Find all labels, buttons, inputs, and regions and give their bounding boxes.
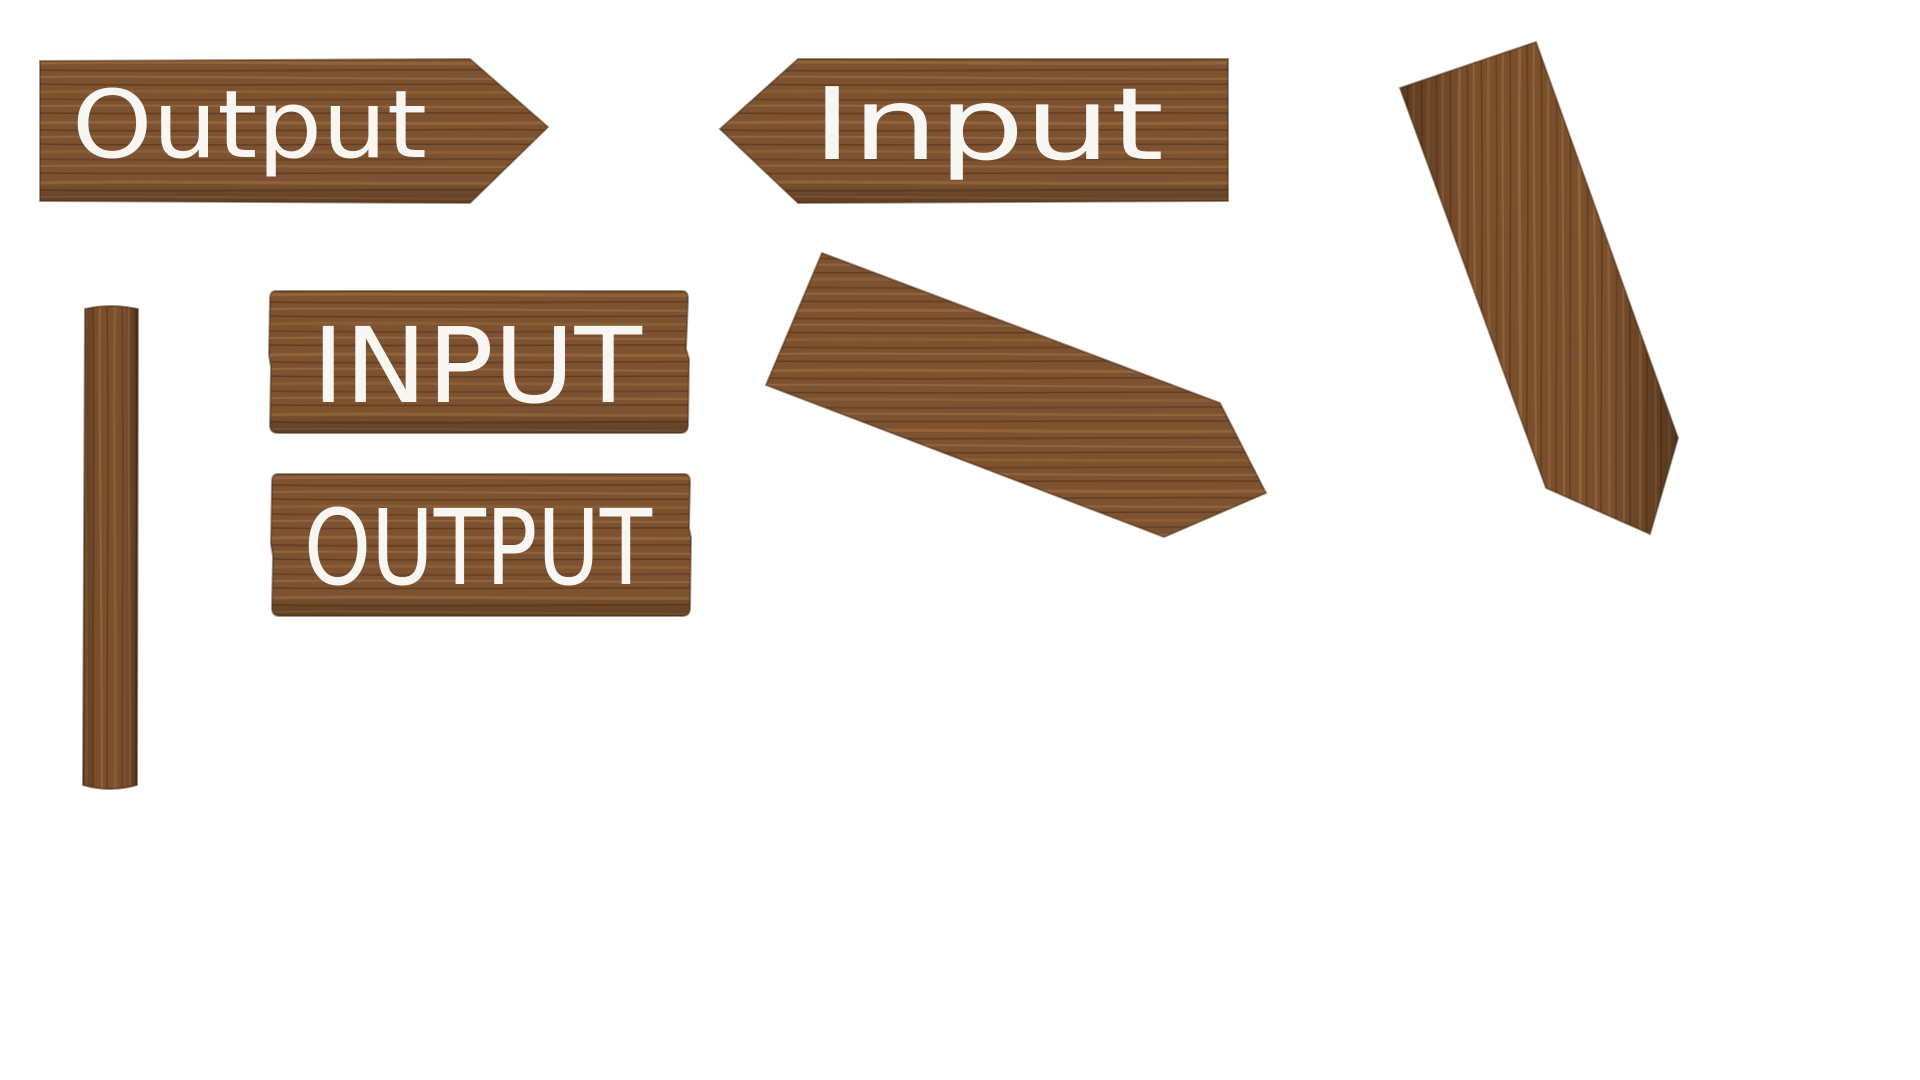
wooden-post-icon bbox=[81, 305, 140, 790]
output-plank-sign: OUTPUT bbox=[269, 473, 693, 617]
input-plank-sign: INPUT bbox=[267, 290, 691, 434]
input-plank-label: INPUT bbox=[312, 305, 642, 427]
output-plank-label: OUTPUT bbox=[304, 487, 652, 609]
output-arrow-sign: Output bbox=[39, 57, 550, 205]
input-arrow-sign: Input bbox=[718, 58, 1229, 205]
blank-arrow-sign-icon bbox=[764, 251, 1268, 539]
input-arrow-label: Input bbox=[812, 66, 1164, 183]
blank-tilted-arrow-sign-icon bbox=[1398, 40, 1680, 536]
output-arrow-label: Output bbox=[72, 71, 427, 180]
